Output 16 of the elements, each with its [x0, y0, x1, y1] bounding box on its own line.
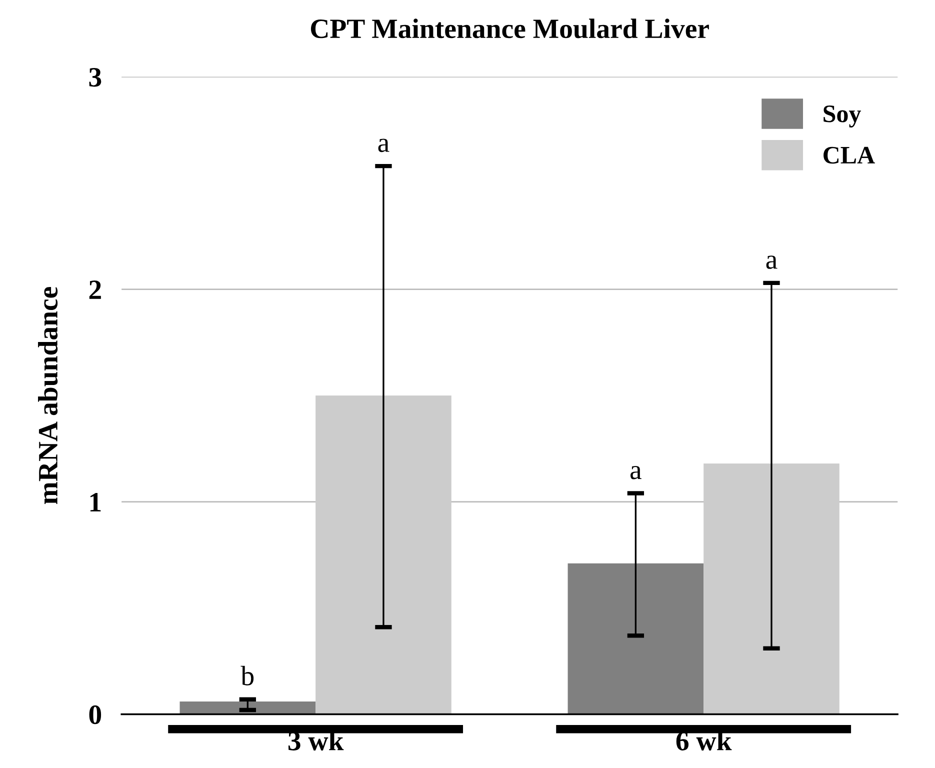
bar	[704, 464, 840, 714]
bar	[316, 396, 452, 714]
bar	[568, 563, 704, 714]
y-tick-label: 1	[90, 493, 101, 512]
bar	[180, 701, 316, 714]
y-tick-label: 2	[89, 280, 101, 299]
annotation: a	[378, 138, 390, 152]
y-tick-label: 0	[89, 705, 102, 724]
chart-title: CPT Maintenance Moulard Liver	[310, 18, 709, 38]
annotation: a	[630, 466, 642, 480]
annotation: a	[766, 256, 778, 269]
legend-label: CLA	[824, 146, 875, 164]
legend-label: Soy	[824, 105, 861, 128]
y-axis-title: mRNA abundance	[38, 287, 58, 504]
y-tick-label: 3	[89, 68, 102, 87]
annotation: b	[240, 666, 254, 686]
